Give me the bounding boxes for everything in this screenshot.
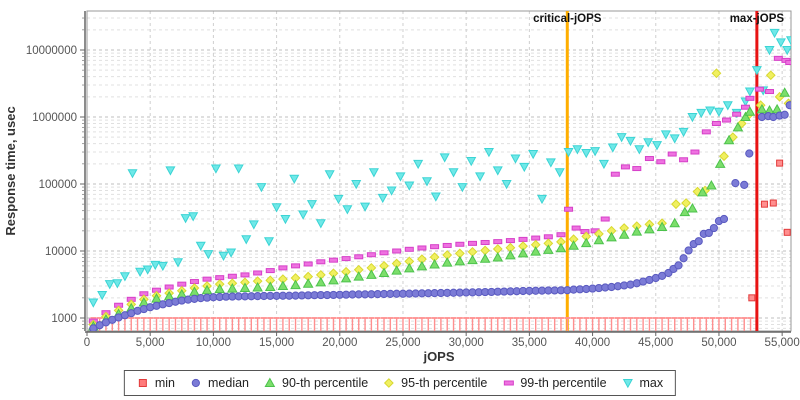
x-tick-label: 0 [84, 337, 90, 349]
legend-marker-square-icon [138, 379, 147, 387]
y-axis-title: Response time, usec [3, 106, 18, 235]
legend-label: 95-th percentile [401, 376, 488, 390]
series-median [89, 101, 791, 331]
y-tick-label: 100000 [39, 179, 77, 191]
legend-label: min [154, 376, 176, 390]
plot-border [86, 10, 792, 332]
legend-label: 99-th percentile [520, 376, 607, 390]
legend-marker-hbar-icon [503, 380, 514, 386]
y-tick-label: 1000 [51, 313, 77, 325]
x-tick-label: 35,000 [512, 337, 547, 349]
legend-item-max: max [622, 376, 664, 390]
series-min [90, 159, 791, 331]
legend-item-min: min [137, 376, 175, 390]
axes: 0 5,000 10,000 15,000 20,000 25,000 30,000 35,0… [3, 11, 800, 364]
legend-item-median: median [190, 376, 249, 390]
legend-marker-triangle-down-icon [622, 379, 633, 389]
annotation-lines: critical-jOPS max-jOPS [533, 11, 784, 331]
legend-item-90-th-percentile: 90-th percentile [264, 376, 368, 390]
x-tick-label: 10,000 [196, 337, 231, 349]
x-tick-label: 5,000 [136, 337, 165, 349]
annotation-label: max-jOPS [730, 13, 785, 25]
legend-marker-triangle-up-icon [264, 377, 276, 387]
legend-label: median [208, 376, 250, 390]
x-tick-label: 40,000 [575, 337, 610, 349]
x-tick-label: 15,000 [259, 337, 294, 349]
series-99-th-percentile [88, 55, 791, 324]
legend-marker-diamond-icon [384, 378, 395, 388]
legend-item-95-th-percentile: 95-th percentile [383, 376, 487, 390]
x-tick-label: 20,000 [322, 337, 357, 349]
gridlines [87, 11, 791, 331]
x-tick-label: 45,000 [638, 337, 673, 349]
legend-item-99-th-percentile: 99-th percentile [502, 376, 607, 390]
x-tick-label: 25,000 [385, 337, 420, 349]
legend-label: 90-th percentile [282, 376, 369, 390]
y-tick-label: 10000 [45, 246, 77, 258]
legend-marker-circle-icon [191, 378, 201, 388]
legend-label: max [639, 376, 664, 390]
x-tick-label: 55,000 [765, 337, 800, 349]
y-tick-label: 1000000 [32, 112, 77, 124]
annotation-label: critical-jOPS [533, 13, 602, 25]
y-tick-label: 10000000 [26, 45, 77, 57]
x-tick-label: 50,000 [701, 337, 736, 349]
series-max [88, 28, 791, 308]
legend: min median 90-th percentile 95-th percentil… [123, 370, 677, 396]
x-axis-title: jOPS [422, 349, 454, 364]
x-tick-label: 30,000 [449, 337, 484, 349]
